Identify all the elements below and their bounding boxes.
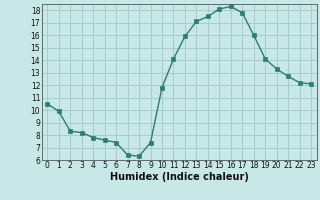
X-axis label: Humidex (Indice chaleur): Humidex (Indice chaleur)	[110, 172, 249, 182]
